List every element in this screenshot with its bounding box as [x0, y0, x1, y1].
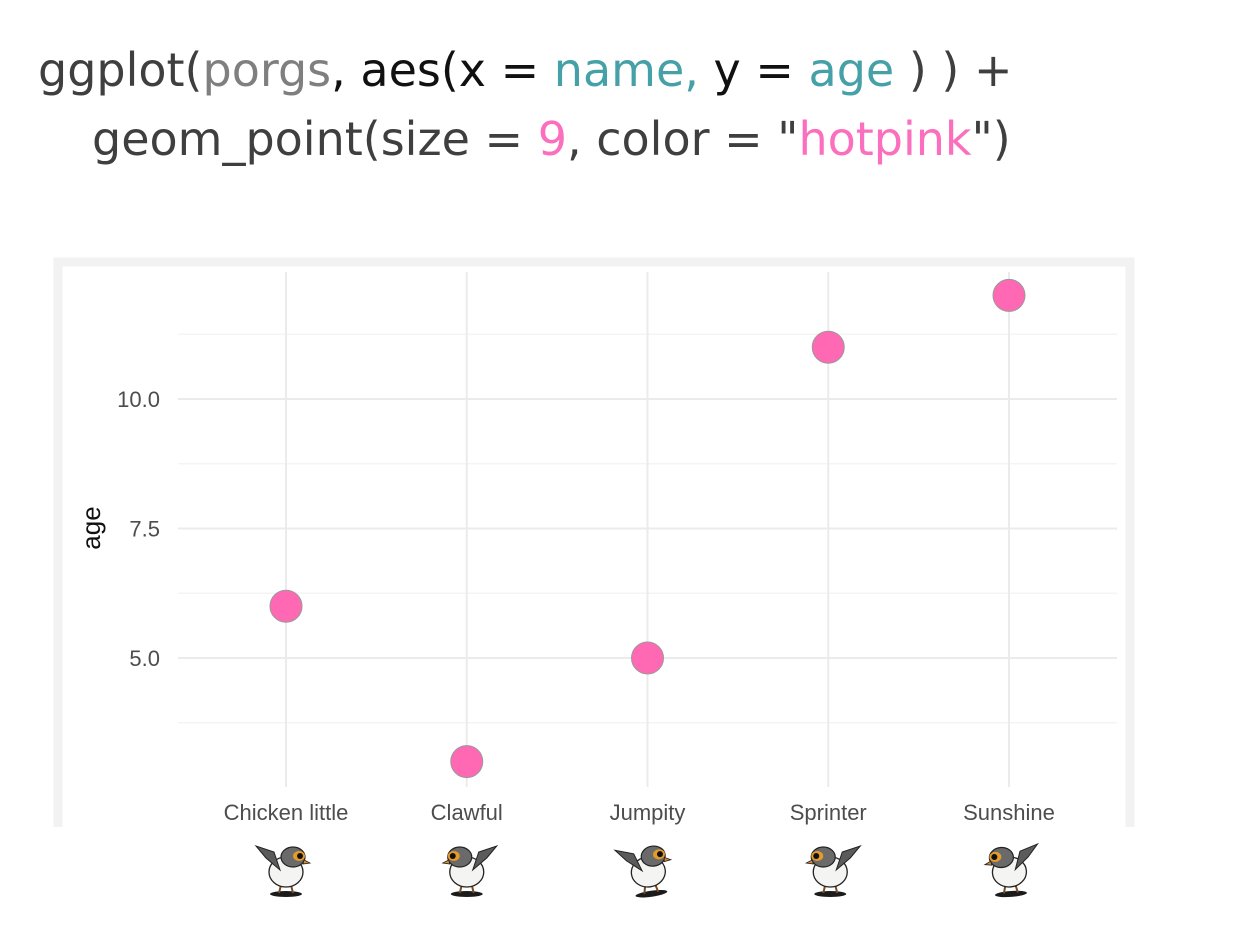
code-token: ) ) +	[894, 43, 1013, 97]
code-token: age	[808, 43, 895, 97]
y-axis-title: age	[76, 506, 106, 549]
code-token: , color = "	[566, 112, 799, 166]
data-point	[450, 745, 484, 779]
data-point	[992, 278, 1026, 312]
code-token: name,	[553, 43, 699, 97]
x-tick-label: Jumpity	[610, 800, 686, 825]
code-token: ggplot(	[38, 43, 203, 97]
porg-icon	[441, 844, 499, 897]
code-token: hotpink	[798, 112, 972, 166]
code-token: geom_point(size =	[92, 112, 538, 166]
y-tick-label: 10.0	[117, 387, 160, 412]
code-token: porgs	[202, 43, 332, 97]
x-tick-label: Chicken little	[224, 800, 349, 825]
data-point	[631, 641, 664, 675]
code-token: 9	[537, 112, 567, 166]
y-tick-label: 7.5	[129, 517, 160, 542]
porg-icon	[983, 842, 1039, 898]
panel-border	[53, 257, 1135, 827]
x-tick-label: Clawful	[431, 800, 503, 825]
code-token: , aes(x =	[331, 43, 554, 97]
code-line-2: geom_point(size = 9, color = "hotpink")	[92, 116, 1011, 162]
porg-icon	[254, 844, 312, 897]
x-tick-label: Sprinter	[790, 800, 867, 825]
y-tick-label: 5.0	[129, 646, 160, 671]
x-tick-label: Sunshine	[963, 800, 1055, 825]
code-token: y =	[698, 43, 809, 97]
porg-icon	[804, 844, 862, 897]
code-token: ")	[971, 112, 1011, 166]
data-point	[269, 589, 303, 623]
code-line-1: ggplot(porgs, aes(x = name, y = age ) ) …	[38, 47, 1013, 93]
porg-icon	[613, 845, 673, 898]
data-point	[811, 330, 845, 364]
